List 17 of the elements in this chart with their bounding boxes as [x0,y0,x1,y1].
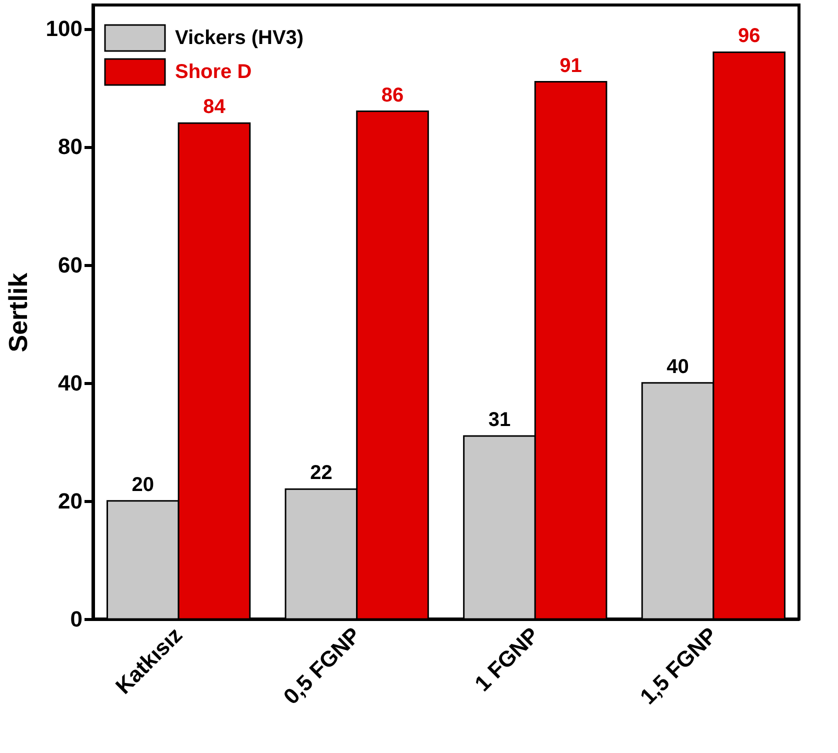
y-tick-label: 60 [58,252,82,278]
data-label: 20 [132,474,154,496]
data-label: 84 [203,96,226,118]
y-tick-label: 80 [58,134,82,160]
y-axis-title: Sertlik [2,272,33,352]
data-label: 91 [560,54,582,77]
data-label: 22 [310,462,332,484]
legend-label: Shore D [175,61,252,83]
data-label: 96 [738,25,760,48]
y-tick-label: 40 [58,370,82,396]
y-tick-label: 100 [46,16,82,42]
data-label: 31 [488,408,511,431]
data-label: 40 [666,356,689,378]
legend-label: Vickers (HV3) [175,27,304,49]
data-label: 86 [381,84,404,106]
y-tick-label: 0 [70,606,82,632]
y-tick-label: 20 [58,488,82,514]
